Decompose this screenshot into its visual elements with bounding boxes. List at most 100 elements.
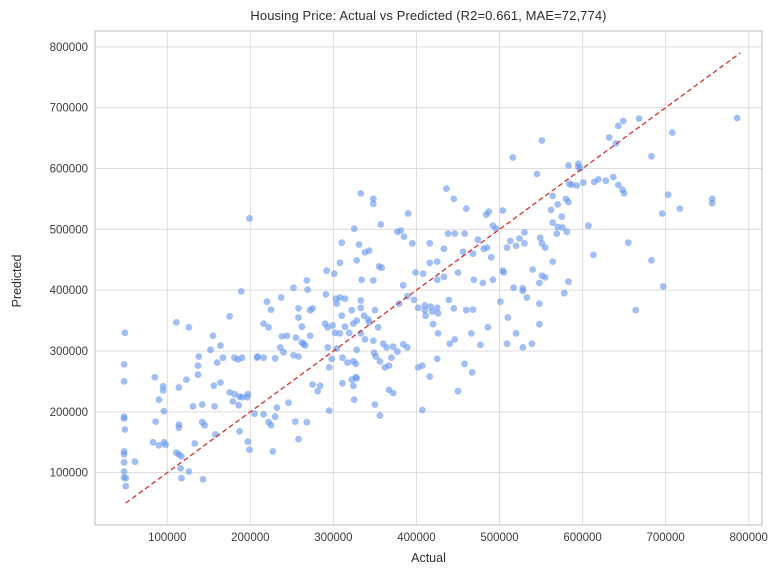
data-point (519, 287, 527, 295)
data-point (408, 239, 416, 247)
x-tick-label: 200000 (231, 532, 269, 544)
data-point (648, 257, 655, 264)
data-point (489, 276, 497, 284)
data-point (151, 373, 159, 381)
x-tick-label: 100000 (148, 532, 186, 544)
data-point (469, 250, 477, 258)
data-point (355, 241, 363, 248)
data-point (371, 401, 379, 408)
data-point (399, 281, 407, 289)
data-point (309, 381, 316, 388)
data-point (492, 225, 500, 233)
x-tick-label: 300000 (314, 532, 352, 544)
data-point (485, 208, 493, 216)
data-point (433, 258, 441, 265)
data-point (211, 403, 219, 410)
data-point (620, 190, 628, 197)
data-point (440, 273, 448, 281)
data-point (285, 399, 292, 407)
data-point (369, 200, 377, 208)
data-point (434, 330, 442, 337)
data-point (479, 279, 487, 287)
data-point (467, 330, 475, 337)
data-point (273, 404, 281, 411)
data-point (547, 206, 555, 214)
data-point (330, 270, 338, 278)
chart-title: Housing Price: Actual vs Predicted (R2=0… (250, 8, 607, 23)
data-point (336, 259, 344, 267)
data-point (404, 210, 412, 217)
data-point (303, 277, 311, 284)
x-tick-label: 400000 (397, 532, 435, 544)
data-point (269, 448, 277, 455)
data-point (260, 410, 267, 418)
data-point (365, 319, 373, 326)
data-point (519, 344, 527, 351)
data-point (541, 244, 549, 252)
data-point (433, 304, 441, 312)
data-point (209, 332, 217, 340)
data-point (422, 312, 429, 320)
data-point (541, 274, 549, 281)
data-point (229, 398, 237, 405)
data-point (251, 410, 258, 418)
data-point (353, 375, 361, 382)
data-point (504, 314, 512, 321)
data-point (303, 418, 311, 426)
data-point (235, 401, 243, 409)
data-point (635, 115, 643, 122)
data-point (345, 329, 353, 337)
data-point (271, 413, 279, 421)
data-point (410, 296, 418, 304)
data-point (267, 421, 275, 429)
data-point (428, 308, 436, 315)
data-point (149, 438, 157, 446)
data-point (434, 309, 442, 317)
data-point (155, 441, 163, 449)
data-point (325, 407, 333, 414)
data-point (199, 476, 207, 483)
data-point (560, 289, 568, 297)
x-tick-label: 700000 (646, 532, 684, 544)
data-point (676, 205, 684, 213)
data-point (445, 296, 453, 304)
data-point (177, 465, 185, 472)
data-point (341, 323, 349, 331)
y-tick-label: 400000 (50, 285, 88, 297)
data-point (474, 236, 482, 244)
data-point (120, 468, 128, 475)
data-point (462, 306, 470, 314)
data-point (389, 343, 397, 351)
data-point (612, 140, 620, 147)
data-point (341, 295, 349, 303)
data-point (421, 306, 429, 314)
data-point (301, 342, 309, 349)
data-point (376, 412, 384, 419)
data-point (512, 330, 520, 337)
data-point (580, 179, 587, 186)
data-point (516, 235, 523, 242)
data-point (609, 173, 617, 181)
data-point (433, 355, 441, 363)
data-point (244, 438, 252, 446)
data-point (614, 122, 622, 130)
data-point (536, 279, 543, 287)
y-tick-label: 500000 (50, 224, 88, 236)
data-point (198, 401, 206, 408)
data-point (512, 242, 520, 250)
x-tick-label: 600000 (563, 532, 601, 544)
data-point (403, 344, 411, 351)
data-point (120, 451, 128, 458)
data-point (371, 306, 379, 314)
data-point (563, 228, 571, 236)
data-point (336, 330, 344, 337)
data-point (306, 332, 314, 340)
data-point (349, 382, 357, 390)
data-point (323, 267, 331, 275)
data-point (295, 305, 302, 312)
data-point (236, 427, 243, 435)
data-point (238, 393, 246, 401)
data-point (461, 360, 468, 368)
data-point (160, 407, 168, 415)
data-point (521, 229, 528, 236)
